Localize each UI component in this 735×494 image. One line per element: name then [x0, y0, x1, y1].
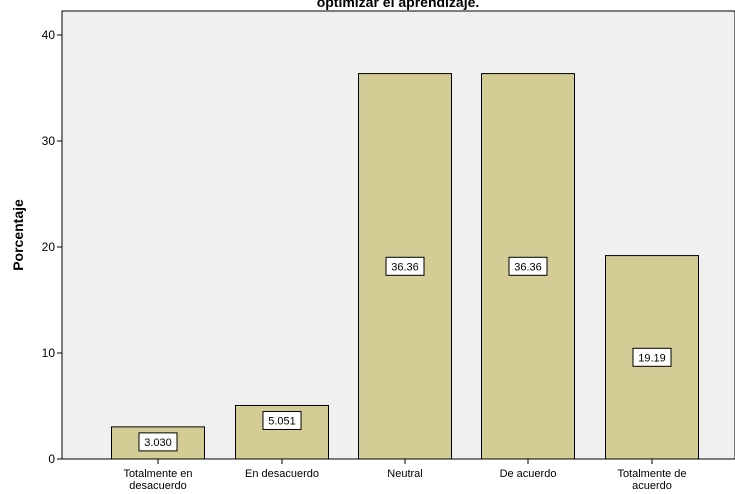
y-axis-ticks: 0 10 20 30 40 [42, 28, 62, 466]
y-tick-label: 30 [42, 134, 56, 148]
data-label-box [508, 256, 548, 276]
bar-series: 3.030 5.051 36.36 36.36 19.19 [111, 73, 699, 460]
x-tick-label: Totalmente de [617, 468, 686, 480]
data-label-box [262, 410, 302, 430]
y-tick-label: 20 [42, 240, 56, 254]
data-label-box [632, 347, 672, 367]
data-label-box [138, 432, 178, 452]
x-tick-label: De acuerdo [500, 468, 557, 480]
data-label: 36.36 [514, 261, 542, 273]
bar [111, 426, 205, 460]
data-label: 36.36 [391, 261, 419, 273]
y-axis-label: Porcentaje [10, 199, 26, 271]
x-tick-label: desacuerdo [129, 480, 187, 492]
data-label: 19.19 [638, 352, 666, 364]
x-tick-label: En desacuerdo [245, 468, 319, 480]
y-tick-label: 0 [48, 452, 55, 466]
y-tick-label: 40 [42, 28, 56, 42]
x-tick-label: acuerdo [632, 480, 672, 492]
data-label: 3.030 [144, 437, 172, 449]
x-tick-label: Neutral [387, 468, 422, 480]
x-tick-label: Totalmente en [123, 468, 192, 480]
y-tick-label: 10 [42, 346, 56, 360]
data-label: 5.051 [268, 415, 296, 427]
data-label-box [385, 256, 425, 276]
chart-title: optimizar el aprendizaje. [317, 0, 480, 10]
